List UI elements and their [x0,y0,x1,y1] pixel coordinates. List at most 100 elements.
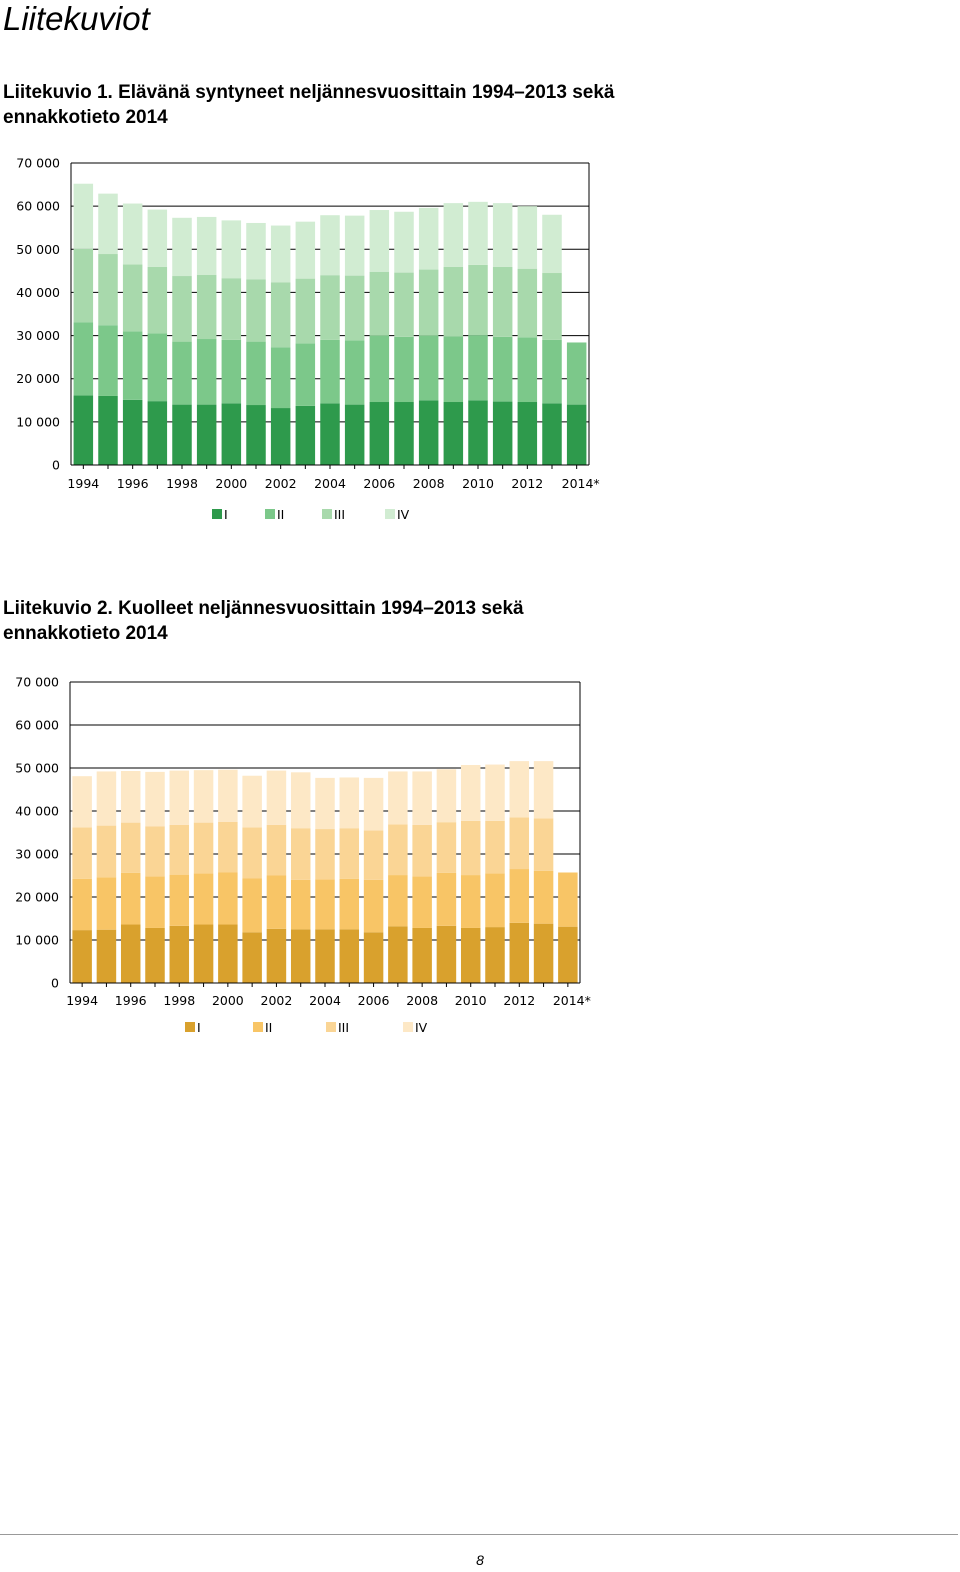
bar-segment-2013-q3 [533,818,554,871]
figure-1-caption: Liitekuvio 1. Elävänä syntyneet neljänne… [3,80,903,130]
bar-segment-2013-q1 [533,923,554,983]
figure-1-caption-line1: Liitekuvio 1. Elävänä syntyneet neljänne… [3,82,615,103]
bar-segment-2011-q3 [492,266,513,337]
deaths-quarterly-chart: 0 10 000 20 000 30 000 40 000 50 000 60 000 70 … [15,675,591,1036]
bar-segment-2003-q2 [295,343,316,406]
bar-segment-2009-q3 [436,822,457,873]
x-tick-label: 2000 [212,993,244,1008]
legend-swatch [326,1022,336,1032]
bar-segment-2013-q2 [533,870,554,924]
bar-segment-1995-q4 [96,771,117,826]
bar-segment-1997-q1 [145,927,165,983]
bar-segment-2004-q2 [320,339,340,404]
bar-segment-1998-q3 [169,824,190,875]
bar-segment-2002-q4 [266,770,287,825]
bar-segment-2009-q2 [443,336,464,403]
bar-segment-2005-q2 [344,340,365,405]
bar-segment-2010-q4 [468,201,488,265]
legend-swatch [265,509,275,519]
bar-segment-2006-q1 [363,932,384,983]
bar-segment-2005-q1 [339,929,360,983]
bar-segment-2005-q3 [339,828,360,879]
x-tick-label: 2008 [413,476,445,491]
bar-segment-1994-q3 [73,248,94,323]
bar-segment-2008-q2 [418,335,439,401]
section-title: Liitekuviot [3,0,150,37]
bar-segment-1998-q2 [169,874,190,926]
bar-segment-2008-q2 [412,876,432,928]
bar-segment-1995-q3 [98,254,118,326]
x-tick-label: 1994 [66,993,98,1008]
bar-segment-2000-q3 [218,821,238,873]
bar-segment-2005-q4 [339,777,360,829]
bar-segment-1994-q1 [73,395,94,465]
legend-label: I [224,507,228,522]
bar-segment-2002-q2 [270,347,291,409]
bar-segment-2013-q4 [533,761,554,819]
bar-segment-1999-q4 [196,216,217,275]
bar-segment-1996-q4 [122,203,143,265]
x-tick-label: 2006 [358,993,390,1008]
x-tick-label: 1996 [115,993,147,1008]
x-tick-label: 2004 [314,476,346,491]
bars [72,761,578,983]
bar-segment-1998-q1 [169,925,190,983]
y-tick-label: 0 [52,458,60,473]
legend-swatch [403,1022,413,1032]
bar-segment-2007-q4 [388,771,408,825]
bar-segment-1997-q2 [145,876,165,928]
bar-segment-2014p-q1 [558,926,578,983]
page-number: 8 [476,1552,484,1568]
y-tick-label: 10 000 [15,933,59,948]
bar-segment-2012-q3 [517,268,538,338]
bar-segment-2002-q1 [270,408,291,465]
bar-segment-2010-q2 [468,335,488,401]
bar-segment-2010-q3 [468,264,488,336]
bar-segment-2004-q3 [315,829,335,880]
bar-segment-2004-q2 [315,879,335,930]
bar-segment-2006-q2 [363,879,384,933]
bar-segment-2011-q4 [485,764,505,821]
bar-segment-2001-q2 [246,341,266,406]
bar-segment-2008-q1 [412,927,432,983]
bar-segment-2011-q3 [485,820,505,874]
x-tick-label: 2000 [215,476,247,491]
bar-segment-2012-q4 [517,206,538,269]
bar-segment-2002-q2 [266,875,287,929]
bar-segment-2011-q4 [492,203,513,267]
x-tick-label: 2006 [363,476,395,491]
bar-segment-2004-q1 [315,929,335,983]
bar-segment-2010-q1 [468,400,488,465]
bar-segment-1998-q4 [169,770,190,825]
bar-segment-1995-q3 [96,825,117,878]
figure-2-caption-line1: Liitekuvio 2. Kuolleet neljännesvuositta… [3,598,524,619]
y-tick-label: 50 000 [16,242,60,257]
bar-segment-1996-q2 [122,331,143,400]
bar-segment-2007-q2 [388,875,408,927]
bar-segment-2014p-q1 [566,404,587,465]
x-tick-label: 2004 [309,993,341,1008]
y-tick-label: 60 000 [16,199,60,214]
bar-segment-2003-q4 [290,772,311,829]
bar-segment-2012-q3 [509,817,530,870]
bar-segment-2000-q4 [221,220,242,279]
bar-segment-2009-q3 [443,266,464,337]
bar-segment-1998-q3 [172,276,192,342]
y-tick-label: 20 000 [16,371,60,386]
bar-segment-2009-q1 [436,925,457,983]
bar-segment-2007-q3 [394,272,414,337]
bar-segment-1994-q1 [72,930,92,983]
figure-2-caption: Liitekuvio 2. Kuolleet neljännesvuositta… [3,596,903,646]
bar-segment-2012-q2 [517,337,538,403]
legend-label: IV [397,507,410,522]
bar-segment-2007-q4 [394,211,414,273]
bar-segment-2003-q3 [290,828,311,880]
bar-segment-2000-q1 [221,403,242,465]
bar-segment-2005-q1 [344,404,365,465]
bar-segment-1998-q1 [172,404,192,465]
y-tick-label: 20 000 [15,890,59,905]
bar-segment-1997-q4 [145,771,165,827]
x-tick-label: 2010 [462,476,494,491]
bar-segment-2003-q3 [295,278,316,344]
bar-segment-2002-q3 [266,824,287,876]
